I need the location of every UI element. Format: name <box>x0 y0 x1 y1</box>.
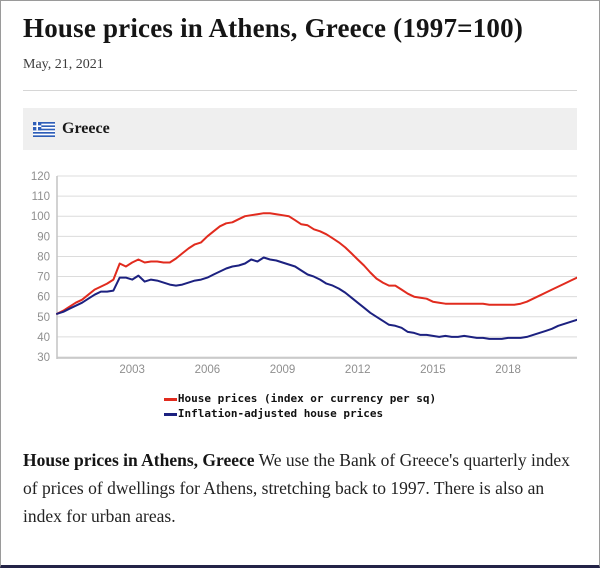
red-line-swatch <box>163 398 177 402</box>
svg-text:40: 40 <box>37 332 50 344</box>
publish-date: May, 21, 2021 <box>23 57 104 73</box>
greek-flag-icon <box>33 121 55 137</box>
svg-text:2003: 2003 <box>119 364 145 376</box>
svg-text:100: 100 <box>31 211 50 223</box>
svg-text:120: 120 <box>31 171 50 183</box>
legend-item-house-prices[interactable]: House prices (index or currency per sq) <box>163 392 437 407</box>
legend-item-inflation-adjusted[interactable]: Inflation-adjusted house prices <box>163 406 436 422</box>
svg-text:2006: 2006 <box>195 364 221 376</box>
svg-text:2012: 2012 <box>345 364 371 376</box>
legend-label: Inflation-adjusted house prices <box>177 406 384 420</box>
legend-label: House prices (index or currency per sq) <box>177 392 437 406</box>
divider <box>23 90 577 92</box>
svg-text:60: 60 <box>37 292 50 304</box>
svg-text:50: 50 <box>37 312 50 324</box>
svg-text:2015: 2015 <box>420 364 446 376</box>
svg-text:80: 80 <box>37 252 50 264</box>
page-title: House prices in Athens, Greece (1997=100… <box>23 13 524 43</box>
country-bar[interactable]: Greece <box>23 108 577 151</box>
svg-text:2009: 2009 <box>270 364 296 376</box>
svg-text:110: 110 <box>32 191 50 203</box>
navy-line-swatch <box>163 412 177 416</box>
chart-description: House prices in Athens, Greece We use th… <box>23 446 577 530</box>
svg-text:30: 30 <box>37 352 50 364</box>
svg-text:2018: 2018 <box>495 364 521 376</box>
chart-container: 30 40 50 60 70 80 90 100 110 120 2003 2006 2009 2012 2… <box>23 170 577 422</box>
svg-text:70: 70 <box>37 272 50 284</box>
country-label: Greece <box>62 120 110 138</box>
svg-text:90: 90 <box>37 231 50 243</box>
description-lead: House prices in Athens, Greece <box>23 449 255 470</box>
price-chart[interactable]: 30 40 50 60 70 80 90 100 110 120 2003 2006 2009 2012 2… <box>23 170 577 384</box>
description-body: We use the Bank of Greece's quarterly in… <box>23 449 570 526</box>
chart-legend: House prices (index or currency per sq) … <box>163 392 437 422</box>
